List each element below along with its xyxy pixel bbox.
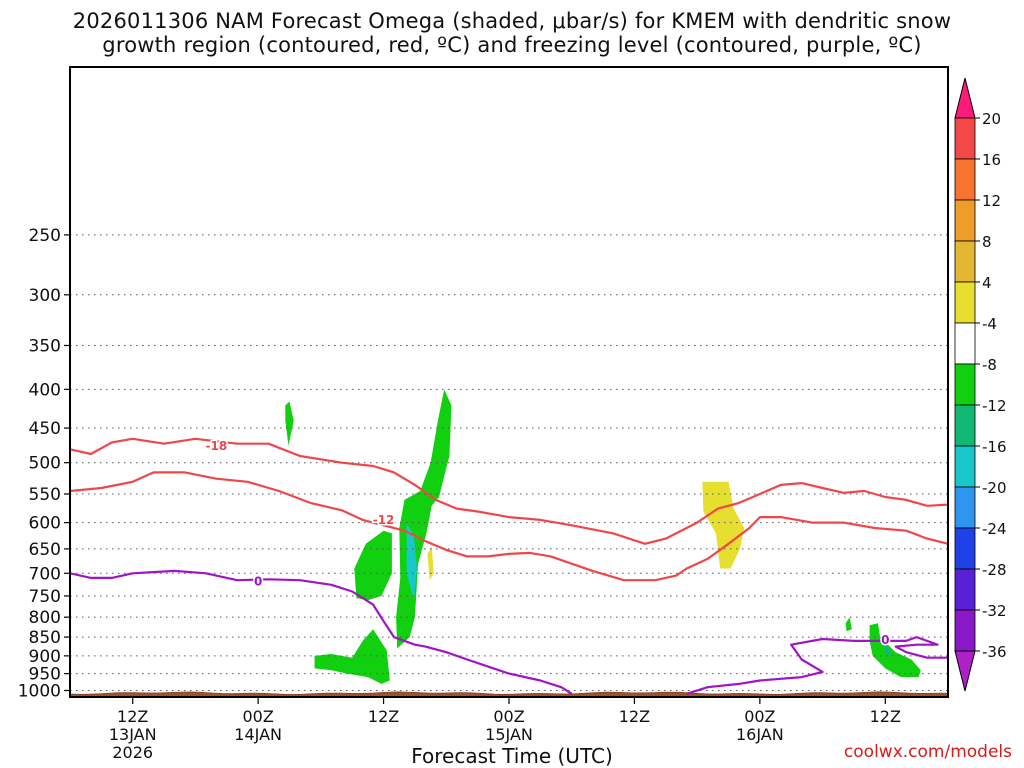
terrain-band [69,691,949,698]
colorbar-label-8: -16 [982,438,1007,456]
colorbar-label-6: -8 [982,356,997,374]
colorbar-swatch-11 [954,568,976,611]
plot-frame [69,66,949,698]
contour-label-0: -18 [205,439,227,453]
y-tick-label-900: 900 [29,647,61,667]
colorbar-label-10: -24 [982,520,1007,538]
omega-region-9 [883,642,892,656]
colorbar-label-9: -20 [982,479,1007,497]
y-tick-label-700: 700 [29,564,61,584]
omega-region-0 [285,401,294,446]
colorbar-swatch-6 [954,363,976,406]
y-tick-label-850: 850 [29,628,61,648]
colorbar-label-0: 20 [982,110,1001,128]
x-tick-label-6-0: 12Z [870,707,901,726]
chart-title-line-1: 2026011306 NAM Forecast Omega (shaded, μ… [72,9,952,33]
colorbar-swatch-3 [954,240,976,283]
contour-label-3: 0 [881,633,889,647]
x-tick-label-5-0: 00Z [744,707,775,726]
colorbar-label-11: -28 [982,561,1007,579]
x-tick-label-4-0: 12Z [619,707,650,726]
colorbar-label-5: -4 [982,315,997,333]
omega-region-6 [702,481,745,569]
omega-region-8 [869,623,921,678]
colorbar-label-4: 4 [982,274,992,292]
x-tick-label-1-1: 14JAN [234,725,282,744]
contour-line--18-0 [70,437,948,545]
colorbar-swatch-0 [954,117,976,160]
colorbar-swatch-10 [954,527,976,570]
y-tick-label-600: 600 [29,514,61,534]
x-tick-label-1-0: 00Z [242,707,273,726]
omega-region-3 [406,522,417,601]
watermark: coolwx.com/models [843,742,1012,762]
grid-layer [70,234,948,691]
y-tick-label-350: 350 [29,336,61,356]
omega-region-5 [427,546,434,581]
x-tick-label-2-0: 12Z [368,707,399,726]
colorbar-swatch-5 [954,322,976,365]
colorbar: 20 16 12 8 4 -4 -8 -12 -16 -20 -24 -28 -32 -36 [954,77,1007,692]
colorbar-swatch-8 [954,445,976,488]
terrain-layer [69,691,949,698]
omega-shading-layer [285,389,921,684]
colorbar-top-arrow [954,77,976,119]
y-tick-label-250: 250 [29,226,61,246]
x-tick-label-0-0: 12Z [117,707,148,726]
y-tick-label-750: 750 [29,587,61,607]
contour-line-0-2 [70,569,573,695]
y-tick-label-500: 500 [29,454,61,474]
colorbar-swatch-1 [954,158,976,201]
contour-label-2: 0 [254,575,262,589]
y-tick-label-300: 300 [29,286,61,306]
y-tick-label-550: 550 [29,485,61,505]
colorbar-swatch-9 [954,486,976,529]
x-tick-label-0-1: 13JAN [109,725,157,744]
omega-region-1 [354,530,392,601]
y-tick-label-650: 650 [29,540,61,560]
colorbar-label-13: -36 [982,643,1007,661]
x-tick-label-3-1: 15JAN [485,725,533,744]
chart-title-line-2: growth region (contoured, red, ºC) and f… [102,33,922,57]
colorbar-label-3: 8 [982,233,992,251]
colorbar-bottom-arrow [954,650,976,692]
x-tick-label-0-2: 2026 [112,743,153,762]
y-tick-label-800: 800 [29,608,61,628]
colorbar-swatch-12 [954,609,976,652]
contour-line-0-3 [686,635,948,695]
y-tick-label-950: 950 [29,665,61,685]
axes-layer: 2503003504004505005506006507007508008509… [18,66,949,762]
y-tick-label-1000: 1000 [18,681,61,701]
contour-layer: -18 -12 0 0 [70,437,948,695]
colorbar-swatch-4 [954,281,976,324]
omega-region-7 [845,617,852,632]
colorbar-swatch-2 [954,199,976,242]
y-tick-label-450: 450 [29,419,61,439]
colorbar-label-7: -12 [982,397,1007,415]
colorbar-swatch-7 [954,404,976,447]
x-tick-label-3-0: 00Z [493,707,524,726]
colorbar-label-1: 16 [982,151,1001,169]
contour-line--12-1 [70,471,948,582]
omega-region-4 [314,629,390,684]
x-axis-title: Forecast Time (UTC) [411,744,613,768]
x-tick-label-5-1: 16JAN [736,725,784,744]
colorbar-label-12: -32 [982,602,1007,620]
contour-label-1: -12 [373,513,395,527]
colorbar-label-2: 12 [982,192,1001,210]
y-tick-label-400: 400 [29,380,61,400]
